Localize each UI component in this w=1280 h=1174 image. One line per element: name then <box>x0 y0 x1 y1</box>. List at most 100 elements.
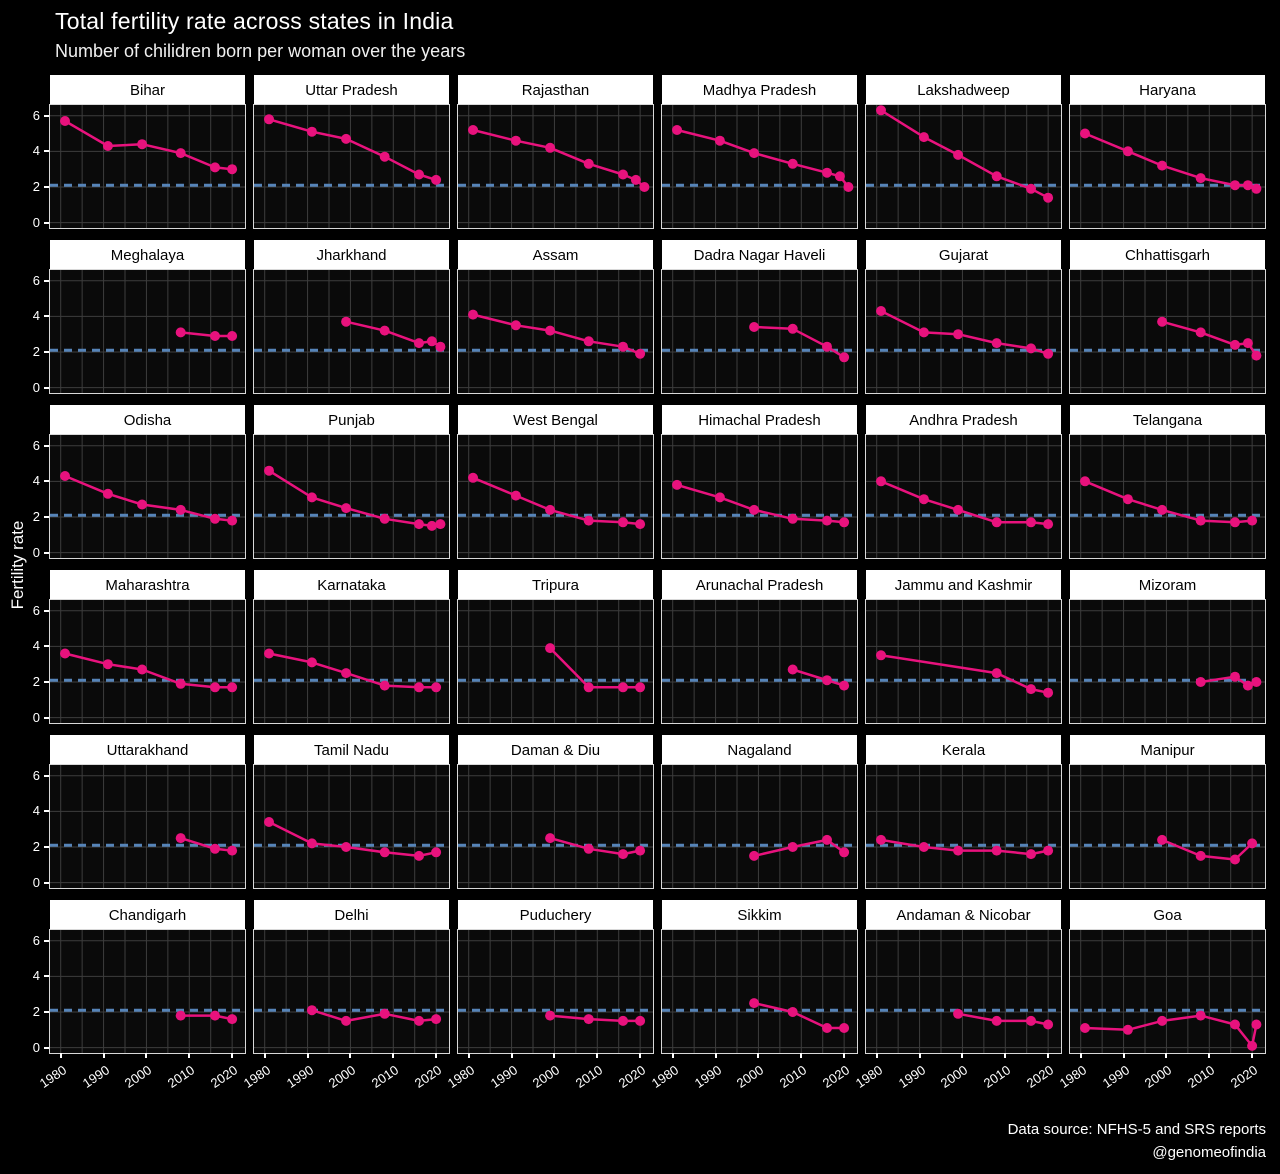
facet-strip-label: Delhi <box>254 900 449 930</box>
x-tick-label: 1990 <box>79 1062 113 1091</box>
facet-strip-label: Daman & Diu <box>458 735 653 765</box>
y-tick-label: 0 <box>32 545 40 560</box>
y-tick-label: 4 <box>32 308 40 323</box>
facet-plot <box>865 269 1062 394</box>
x-tick-mark <box>1047 1053 1049 1058</box>
facet-plot <box>457 269 654 394</box>
facet-strip-label: Sikkim <box>662 900 857 930</box>
facet-strip-label: Punjab <box>254 405 449 435</box>
facet-gujarat: Gujarat <box>865 240 1062 394</box>
y-tick-mark <box>44 480 49 482</box>
x-tick-label: 2010 <box>776 1062 810 1091</box>
facet-madhya-pradesh: Madhya Pradesh <box>661 75 858 229</box>
facet-plot <box>661 269 858 394</box>
facet-plot <box>49 929 246 1054</box>
y-tick-mark <box>44 681 49 683</box>
facet-himachal-pradesh: Himachal Pradesh <box>661 405 858 559</box>
facet-plot <box>661 599 858 724</box>
facet-strip-label: Uttarakhand <box>50 735 245 765</box>
facet-plot <box>253 104 450 229</box>
facet-strip-label: Gujarat <box>866 240 1061 270</box>
y-tick-label: 2 <box>32 179 40 194</box>
y-tick-mark <box>44 1011 49 1013</box>
facet-strip-label: Chandigarh <box>50 900 245 930</box>
facet-strip-label: Mizoram <box>1070 570 1265 600</box>
y-tick-mark <box>44 186 49 188</box>
facet-strip-label: Madhya Pradesh <box>662 75 857 105</box>
facet-strip-label: Goa <box>1070 900 1265 930</box>
credit-handle: @genomeofindia <box>1152 1144 1266 1161</box>
x-tick-label: 1990 <box>895 1062 929 1091</box>
x-tick-mark <box>103 1053 105 1058</box>
facet-strip-label: Jammu and Kashmir <box>866 570 1061 600</box>
x-tick-mark <box>715 1053 717 1058</box>
x-tick-mark <box>1165 1053 1167 1058</box>
y-tick-label: 6 <box>32 108 40 123</box>
y-tick-mark <box>44 810 49 812</box>
facet-nagaland: Nagaland <box>661 735 858 889</box>
x-tick-mark <box>1251 1053 1253 1058</box>
facet-plot <box>457 104 654 229</box>
facet-strip-label: Tripura <box>458 570 653 600</box>
facet-plot <box>457 929 654 1054</box>
x-tick-label: 2010 <box>164 1062 198 1091</box>
facet-plot <box>253 764 450 889</box>
facet-plot <box>49 104 246 229</box>
y-tick-mark <box>44 351 49 353</box>
facet-strip-label: Nagaland <box>662 735 857 765</box>
facet-plot <box>661 764 858 889</box>
x-tick-label: 1990 <box>487 1062 521 1091</box>
facet-tamil-nadu: Tamil Nadu <box>253 735 450 889</box>
y-tick-mark <box>44 445 49 447</box>
facet-plot <box>1069 104 1266 229</box>
y-tick-mark <box>44 115 49 117</box>
x-tick-label: 2010 <box>1184 1062 1218 1091</box>
facet-strip-label: Assam <box>458 240 653 270</box>
x-tick-mark <box>1080 1053 1082 1058</box>
y-tick-label: 6 <box>32 768 40 783</box>
facet-strip-label: Rajasthan <box>458 75 653 105</box>
facet-odisha: Odisha <box>49 405 246 559</box>
facet-uttarakhand: Uttarakhand <box>49 735 246 889</box>
facet-strip-label: West Bengal <box>458 405 653 435</box>
y-tick-mark <box>44 882 49 884</box>
x-tick-mark <box>553 1053 555 1058</box>
facet-plot <box>253 269 450 394</box>
x-tick-mark <box>1123 1053 1125 1058</box>
facet-plot <box>457 764 654 889</box>
facet-arunachal-pradesh: Arunachal Pradesh <box>661 570 858 724</box>
x-tick-mark <box>60 1053 62 1058</box>
x-tick-label: 2000 <box>1141 1062 1175 1091</box>
facet-strip-label: Chhattisgarh <box>1070 240 1265 270</box>
facet-chhattisgarh: Chhattisgarh <box>1069 240 1266 394</box>
facet-plot <box>661 929 858 1054</box>
y-tick-label: 2 <box>32 1004 40 1019</box>
x-tick-label: 2010 <box>572 1062 606 1091</box>
x-tick-mark <box>307 1053 309 1058</box>
x-tick-mark <box>468 1053 470 1058</box>
y-tick-mark <box>44 516 49 518</box>
x-tick-mark <box>876 1053 878 1058</box>
facet-plot <box>1069 434 1266 559</box>
facet-strip-label: Jharkhand <box>254 240 449 270</box>
x-tick-mark <box>961 1053 963 1058</box>
y-tick-label: 6 <box>32 933 40 948</box>
facet-puduchery: Puduchery <box>457 900 654 1054</box>
facet-strip-label: Tamil Nadu <box>254 735 449 765</box>
chart-title: Total fertility rate across states in In… <box>55 8 454 34</box>
y-tick-label: 6 <box>32 273 40 288</box>
facet-karnataka: Karnataka <box>253 570 450 724</box>
facet-rajasthan: Rajasthan <box>457 75 654 229</box>
facet-strip-label: Andhra Pradesh <box>866 405 1061 435</box>
facet-plot <box>865 434 1062 559</box>
facet-plot <box>1069 599 1266 724</box>
y-tick-mark <box>44 975 49 977</box>
facet-plot <box>865 764 1062 889</box>
facet-goa: Goa <box>1069 900 1266 1054</box>
x-tick-mark <box>188 1053 190 1058</box>
facet-punjab: Punjab <box>253 405 450 559</box>
y-tick-mark <box>44 222 49 224</box>
y-tick-mark <box>44 552 49 554</box>
facet-lakshadweep: Lakshadweep <box>865 75 1062 229</box>
